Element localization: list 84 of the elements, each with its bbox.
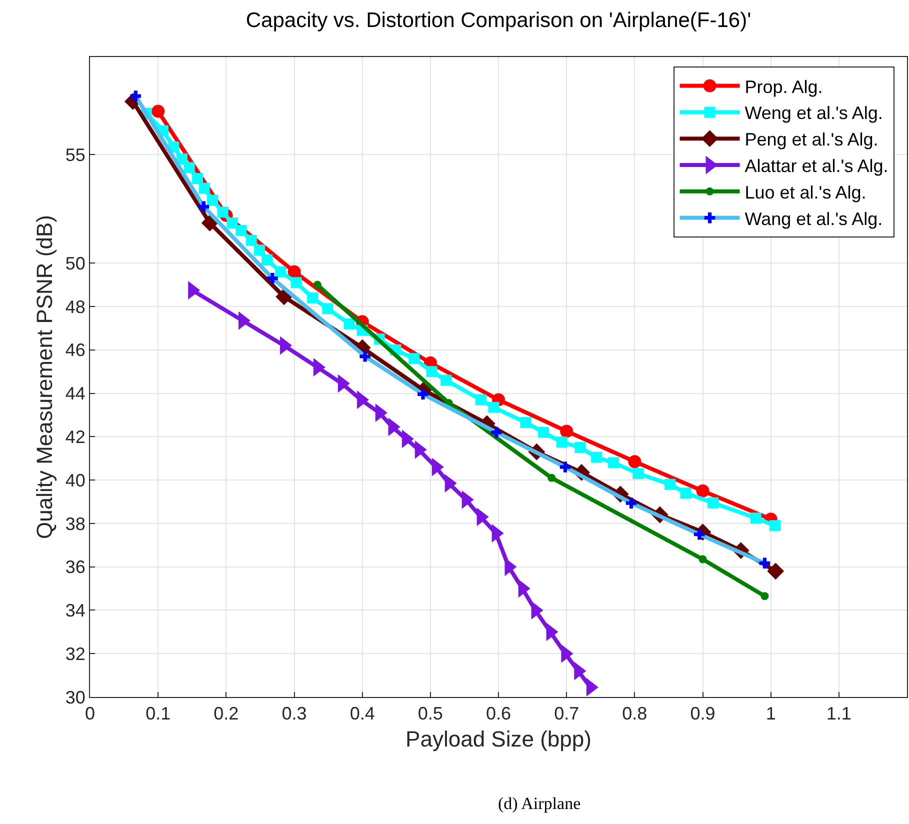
x-tick-label: 0.7 xyxy=(554,704,580,724)
point xyxy=(226,217,238,228)
x-tick-label: 1.1 xyxy=(826,704,852,724)
point xyxy=(626,498,637,508)
y-tick-label: 40 xyxy=(65,470,86,490)
point xyxy=(344,318,355,330)
y-tick-label: 34 xyxy=(65,600,86,621)
point xyxy=(236,225,247,236)
point xyxy=(192,172,204,184)
point xyxy=(217,206,228,218)
x-tick-label: 0.4 xyxy=(350,704,375,724)
y-tick-label: 42 xyxy=(65,426,86,447)
x-tick-label: 0.8 xyxy=(622,704,648,724)
legend-label: Alattar et al.'s Alg. xyxy=(744,156,888,176)
point xyxy=(491,426,502,438)
point xyxy=(488,402,500,413)
point xyxy=(267,272,278,284)
point xyxy=(769,520,780,532)
point xyxy=(275,266,286,278)
legend-label: Prop. Alg. xyxy=(744,76,823,97)
point xyxy=(548,474,556,482)
point xyxy=(201,214,218,232)
y-tick-label: 55 xyxy=(65,144,86,165)
y-axis-title: Quality Measurement PSNR (dB) xyxy=(32,215,58,539)
point xyxy=(767,562,784,580)
point xyxy=(152,104,165,118)
point xyxy=(288,265,301,278)
y-tick-label: 48 xyxy=(65,296,86,317)
x-tick-label: 0.6 xyxy=(486,704,512,724)
point xyxy=(538,426,549,438)
point xyxy=(632,468,644,480)
point xyxy=(560,462,571,472)
point xyxy=(608,457,620,468)
point xyxy=(254,244,266,256)
x-tick-label: 0.1 xyxy=(146,704,171,724)
point xyxy=(307,292,318,304)
point xyxy=(475,394,486,406)
text: (d) Airplane xyxy=(498,794,581,813)
point xyxy=(680,488,692,499)
point xyxy=(198,201,210,212)
point xyxy=(246,234,257,246)
point xyxy=(574,442,586,454)
legend-label: Wang et al.'s Alg. xyxy=(744,208,883,229)
x-tick-label: 0.2 xyxy=(214,704,239,724)
point xyxy=(696,484,710,498)
point xyxy=(184,162,195,174)
point xyxy=(560,424,574,438)
point xyxy=(628,455,642,468)
legend-label: Peng et al.'s Alg. xyxy=(744,130,878,150)
point xyxy=(262,254,273,266)
legend-label: Luo et al.'s Alg. xyxy=(744,182,866,202)
x-tick-label: 0.5 xyxy=(418,704,443,724)
point xyxy=(426,366,438,378)
y-tick-label: 38 xyxy=(65,514,86,534)
point xyxy=(520,417,532,428)
y-tick-label: 50 xyxy=(65,253,86,274)
point xyxy=(591,452,602,463)
point xyxy=(313,280,322,289)
x-axis-title: Payload Size (bpp) xyxy=(406,726,592,752)
point xyxy=(198,182,210,194)
x-tick-label: 1 xyxy=(766,704,776,724)
point xyxy=(760,592,769,600)
point xyxy=(322,303,334,314)
y-tick-label: 36 xyxy=(65,557,86,578)
point xyxy=(698,555,707,564)
point xyxy=(759,558,770,569)
y-tick-label: 30 xyxy=(65,687,86,708)
x-tick-label: 0.9 xyxy=(690,704,716,724)
chart-title: Capacity vs. Distortion Comparison on 'Airplane(F-16)' xyxy=(246,9,752,32)
x-tick-label: 0.3 xyxy=(282,704,307,724)
legend-label: Weng et al.'s Alg. xyxy=(744,103,883,124)
y-tick-label: 32 xyxy=(65,644,86,664)
point xyxy=(290,277,302,288)
point xyxy=(360,350,370,362)
point xyxy=(408,353,420,364)
point xyxy=(707,497,718,508)
y-tick-label: 44 xyxy=(65,384,86,404)
point xyxy=(207,194,218,206)
x-tick-label: 0 xyxy=(84,704,96,724)
point xyxy=(664,478,676,490)
y-tick-label: 46 xyxy=(65,340,86,360)
point xyxy=(556,436,568,448)
point xyxy=(440,374,452,386)
point xyxy=(750,512,762,524)
